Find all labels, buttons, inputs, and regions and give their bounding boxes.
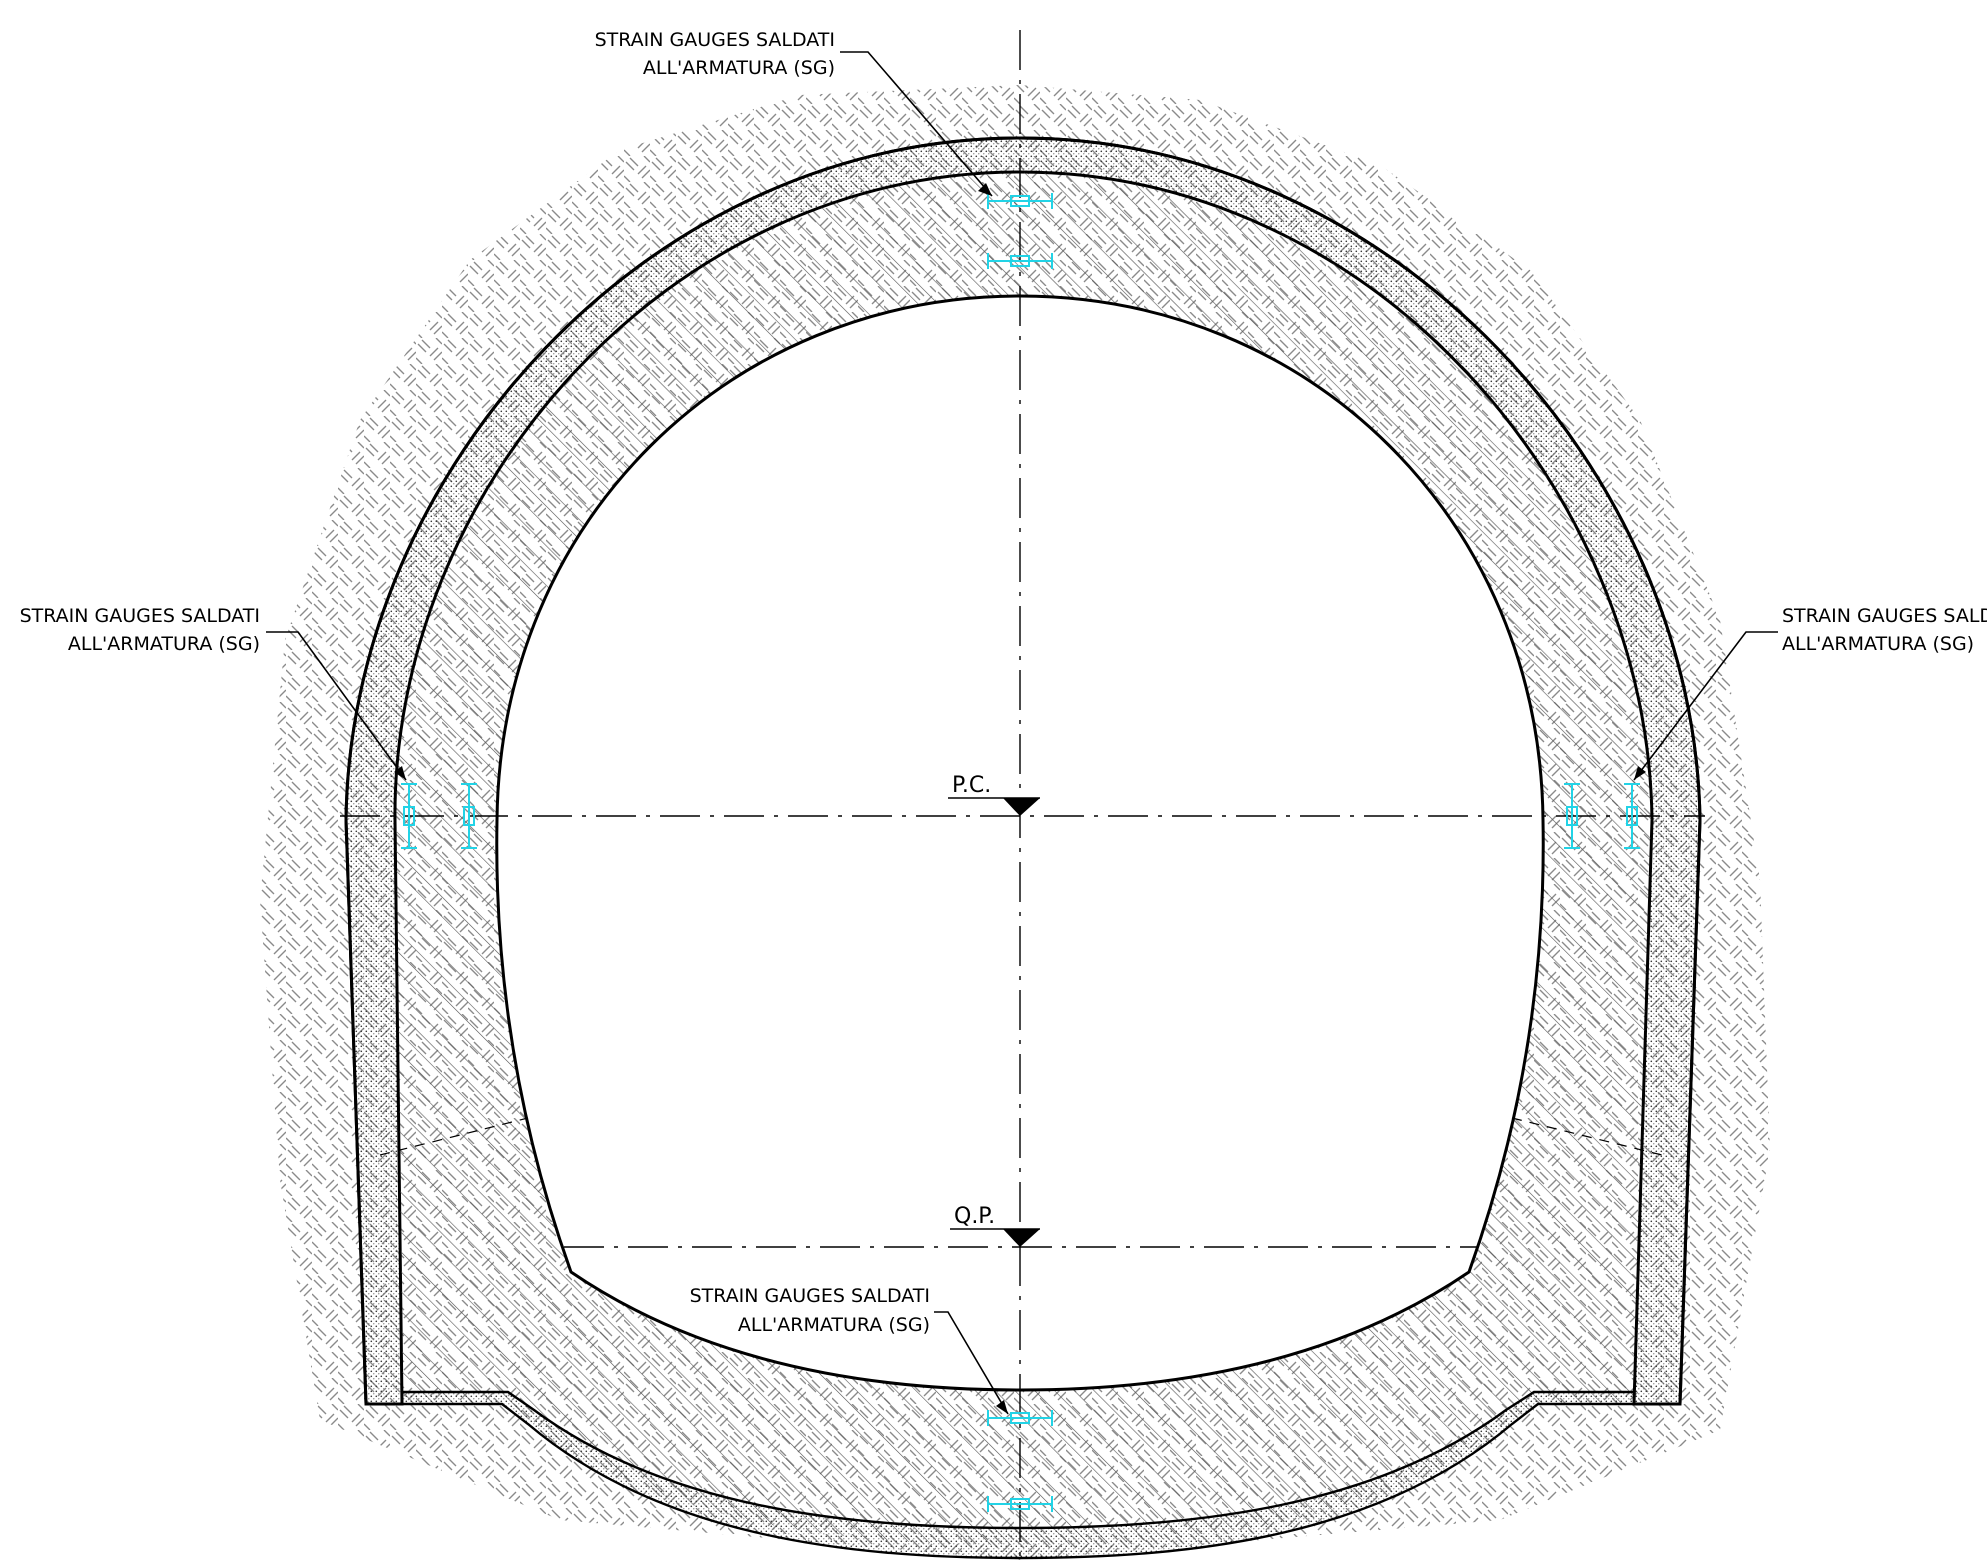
leader-top — [840, 51, 993, 197]
leader-bottom — [934, 1311, 1009, 1415]
construction-joint-right — [1511, 1117, 1663, 1156]
annotation-top-line1: STRAIN GAUGES SALDATI — [595, 29, 835, 51]
strain-gauge-right-inner — [1564, 783, 1580, 849]
annotation-right-line1: STRAIN GAUGES SALDATI — [1782, 605, 1987, 627]
strain-gauge-bottom-inner — [987, 1410, 1053, 1426]
strain-gauge-top-outer — [987, 193, 1053, 209]
strain-gauge-left-outer — [401, 783, 417, 849]
leader-right — [1633, 631, 1778, 781]
annotation-left-line2: ALL'ARMATURA (SG) — [68, 633, 260, 655]
excavation-boundary — [344, 136, 1702, 1405]
construction-joint-left — [379, 1117, 529, 1156]
pc-label: P.C. — [952, 773, 991, 798]
annotation-left-line1: STRAIN GAUGES SALDATI — [20, 605, 260, 627]
tunnel-opening — [495, 294, 1545, 1392]
leader-left — [266, 631, 407, 781]
strain-gauge-left-inner — [461, 783, 477, 849]
annotation-bottom-line2: ALL'ARMATURA (SG) — [738, 1314, 930, 1336]
strain-gauge-bottom-outer — [987, 1496, 1053, 1512]
annotation-right-line2: ALL'ARMATURA (SG) — [1782, 633, 1974, 655]
annotation-top-line2: ALL'ARMATURA (SG) — [643, 57, 835, 79]
qp-label: Q.P. — [954, 1204, 995, 1229]
pc-level-marker: P.C. — [948, 773, 1040, 816]
annotation-bottom-line1: STRAIN GAUGES SALDATI — [690, 1285, 930, 1307]
invert-band — [400, 1390, 1636, 1560]
qp-level-marker: Q.P. — [950, 1204, 1040, 1247]
strain-gauge-right-outer — [1624, 783, 1640, 849]
strain-gauge-top-inner — [987, 253, 1053, 269]
